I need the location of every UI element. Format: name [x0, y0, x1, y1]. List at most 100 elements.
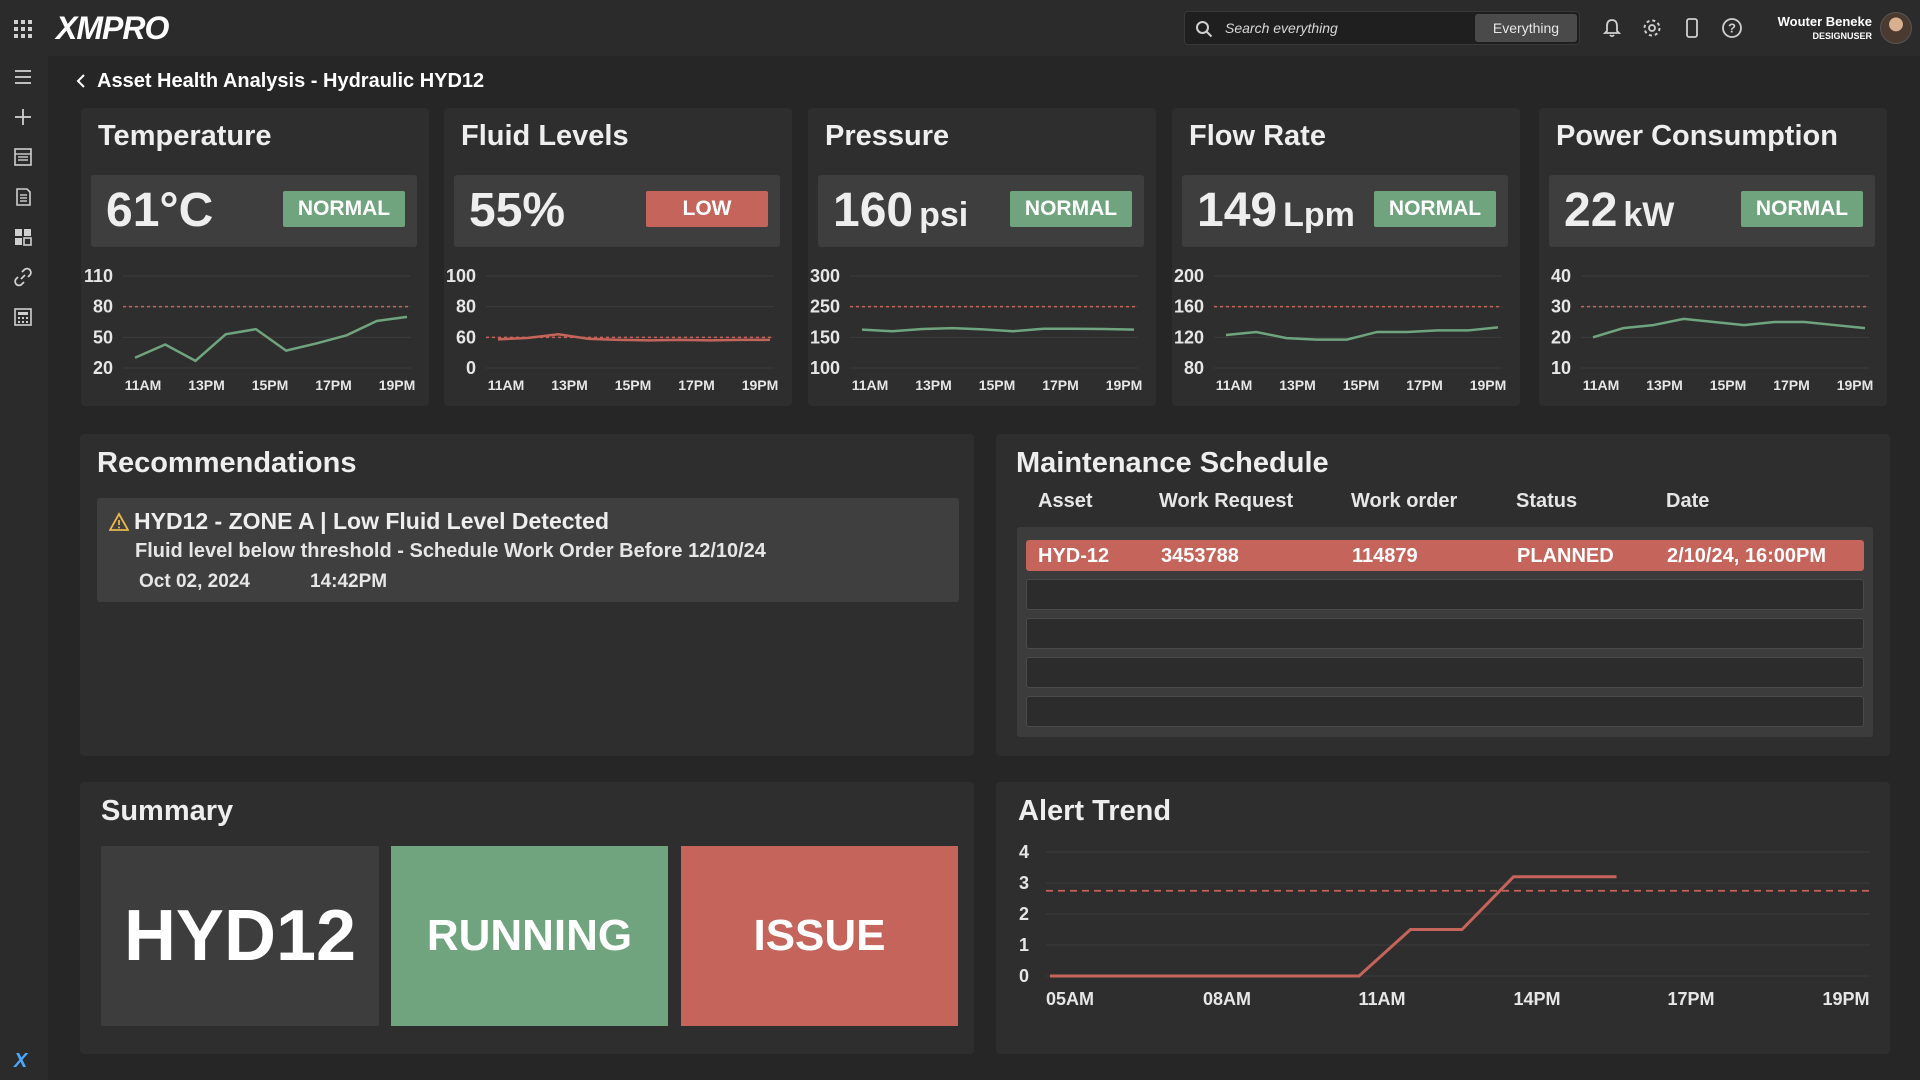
menu-icon[interactable] [12, 66, 34, 88]
series-line [497, 333, 770, 342]
x-tick-label: 15PM [615, 377, 652, 393]
y-tick-label: 1 [1019, 935, 1029, 955]
page-title: Asset Health Analysis - Hydraulic HYD12 [97, 70, 485, 92]
recommendation-heading: HYD12 - ZONE A | Low Fluid Level Detecte… [134, 508, 610, 534]
table-row-empty[interactable] [1026, 657, 1864, 688]
alert-trend-panel [996, 782, 1890, 1054]
table-row-empty[interactable] [1026, 618, 1864, 649]
status-badge: NORMAL [1741, 191, 1863, 227]
brand-mark[interactable]: X [14, 1050, 28, 1072]
add-icon[interactable] [12, 106, 34, 128]
kpi-unit: psi [919, 196, 969, 234]
kpi-value-box: 61°C NORMAL [91, 175, 417, 247]
x-tick-label: 11AM [1216, 377, 1253, 393]
kpi-card-fluid-levels[interactable]: Fluid Levels 55% LOW 100 80 60 0 11AM 13PM 15PM 17… [444, 108, 792, 406]
column-header-status[interactable]: Status [1516, 490, 1578, 512]
kpi-value: 61°C [106, 183, 213, 238]
search-icon [1196, 21, 1213, 38]
y-tick-label: 80 [93, 297, 113, 317]
summary-running-status[interactable]: RUNNING [391, 846, 668, 1026]
x-tick-label: 11AM [852, 377, 889, 393]
kpi-value: 149 Lpm [1197, 183, 1355, 238]
alert-trend-chart: 4 3 2 1 0 05AM 08AM 11AM 14PM 17PM 19PM [1019, 842, 1870, 1009]
back-chevron-icon[interactable] [74, 72, 88, 90]
maintenance-title: Maintenance Schedule [1016, 447, 1329, 479]
top-bar: XMPRO Everything ? Wouter Beneke DESIGNU… [0, 0, 1920, 56]
x-tick-label: 17PM [1042, 377, 1079, 393]
alert-trend-title: Alert Trend [1018, 795, 1172, 827]
y-tick-label: 30 [1551, 297, 1571, 317]
column-header-work-request[interactable]: Work Request [1159, 490, 1294, 512]
x-tick-label: 17PM [678, 377, 715, 393]
x-tick-label: 13PM [1646, 377, 1683, 393]
mobile-device-icon[interactable] [1681, 17, 1703, 39]
y-tick-label: 4 [1019, 842, 1029, 862]
y-tick-label: 50 [93, 327, 113, 347]
recommendation-card[interactable]: HYD12 - ZONE A | Low Fluid Level Detecte… [97, 498, 959, 602]
gear-icon[interactable] [1641, 17, 1663, 39]
recommendation-body: Fluid level below threshold - Schedule W… [135, 540, 766, 562]
y-tick-label: 20 [1551, 327, 1571, 347]
x-tick-label: 11AM [1583, 377, 1620, 393]
kpi-title: Power Consumption [1556, 120, 1838, 152]
kpi-card-power-consumption[interactable]: Power Consumption 22 kW NORMAL 40 30 20 10 11AM 1… [1539, 108, 1887, 406]
kpi-card-flow-rate[interactable]: Flow Rate 149 Lpm NORMAL 200 160 120 80 11AM 13PM… [1172, 108, 1520, 406]
search-input[interactable] [1225, 17, 1465, 39]
x-tick-label: 17PM [1406, 377, 1443, 393]
cell-date: 2/10/24, 16:00PM [1667, 545, 1826, 567]
svg-text:?: ? [1728, 21, 1736, 36]
column-header-work-order[interactable]: Work order [1351, 490, 1458, 512]
xmpro-logo[interactable]: XMPRO [56, 10, 169, 46]
y-tick-label: 2 [1019, 904, 1029, 924]
help-icon[interactable]: ? [1721, 17, 1743, 39]
x-tick-label: 14PM [1513, 989, 1560, 1009]
y-tick-label: 120 [1174, 327, 1204, 347]
search-scope-button[interactable]: Everything [1475, 14, 1577, 42]
recommendation-date: Oct 02, 2024 [139, 571, 250, 592]
x-tick-label: 19PM [742, 377, 779, 393]
avatar[interactable] [1880, 12, 1912, 44]
status-badge: NORMAL [1374, 191, 1496, 227]
widgets-icon[interactable] [12, 226, 34, 248]
x-tick-label: 17PM [1667, 989, 1714, 1009]
y-tick-label: 100 [810, 358, 840, 378]
x-tick-label: 08AM [1203, 989, 1251, 1009]
kpi-value-box: 22 kW NORMAL [1549, 175, 1875, 247]
y-tick-label: 0 [466, 358, 476, 378]
apps-grid-icon[interactable] [13, 19, 33, 39]
table-row[interactable]: HYD-12 3453788 114879 PLANNED 2/10/24, 1… [1026, 540, 1864, 571]
x-tick-label: 13PM [551, 377, 588, 393]
link-icon[interactable] [12, 266, 34, 288]
sidebar: X [0, 56, 48, 1080]
kpi-value: 22 kW [1564, 183, 1674, 238]
kpi-line-chart: 100 80 60 0 11AM 13PM 15PM 17PM 19PM [446, 266, 779, 393]
column-header-asset[interactable]: Asset [1038, 490, 1093, 512]
recommendations-title: Recommendations [97, 447, 357, 479]
kpi-line-chart: 200 160 120 80 11AM 13PM 15PM 17PM 19PM [1174, 266, 1506, 393]
kpi-value-number: 22 [1564, 184, 1618, 237]
table-row-empty[interactable] [1026, 696, 1864, 727]
summary-issue-status[interactable]: ISSUE [681, 846, 958, 1026]
column-header-date[interactable]: Date [1666, 490, 1710, 512]
dashboard-icon[interactable] [12, 146, 34, 168]
x-tick-label: 11AM [488, 377, 525, 393]
y-tick-label: 100 [446, 266, 476, 286]
kpi-card-pressure[interactable]: Pressure 160 psi NORMAL 300 250 150 100 11AM 13PM… [808, 108, 1156, 406]
user-menu[interactable]: Wouter Beneke DESIGNUSER [1740, 14, 1872, 42]
y-tick-label: 60 [456, 327, 476, 347]
calculator-icon[interactable] [12, 306, 34, 328]
cell-work-order: 114879 [1352, 545, 1418, 567]
y-tick-label: 0 [1019, 966, 1029, 986]
y-tick-label: 3 [1019, 873, 1029, 893]
x-tick-label: 19PM [1822, 989, 1869, 1009]
x-tick-label: 19PM [379, 377, 416, 393]
x-tick-label: 11AM [1358, 989, 1405, 1009]
y-tick-label: 20 [93, 358, 113, 378]
bell-icon[interactable] [1601, 17, 1623, 39]
document-list-icon[interactable] [12, 186, 34, 208]
table-row-empty[interactable] [1026, 579, 1864, 610]
x-tick-label: 11AM [125, 377, 162, 393]
status-badge: LOW [646, 191, 768, 227]
kpi-card-temperature[interactable]: Temperature 61°C NORMAL 110 80 50 20 11AM 13PM 15… [81, 108, 429, 406]
x-tick-label: 05AM [1046, 989, 1094, 1009]
